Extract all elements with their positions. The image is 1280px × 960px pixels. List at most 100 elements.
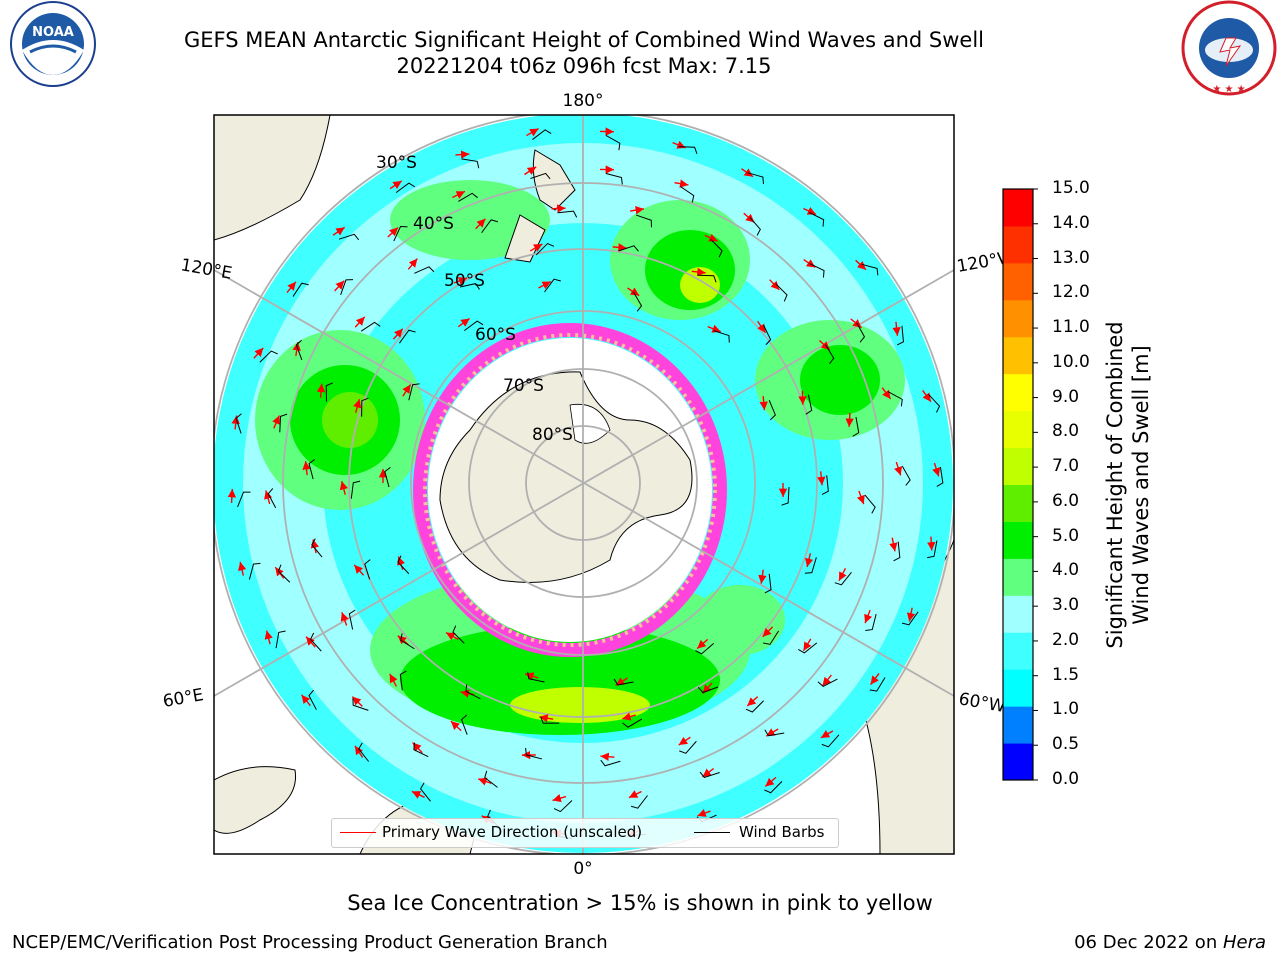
map-frame: [213, 114, 955, 855]
wind-barb: [481, 219, 499, 234]
lon-label-60w: 60°W: [957, 689, 1007, 717]
wind-barb: [699, 771, 720, 779]
wind-barb: [600, 759, 621, 767]
wave-direction-arrow: [389, 180, 403, 190]
wave-direction-arrow: [845, 412, 854, 427]
wind-barb: [464, 320, 484, 332]
colorbar-segment: [1003, 558, 1033, 596]
colorbar-segment: [1003, 373, 1033, 412]
wave-direction-arrow: [697, 809, 711, 817]
nws-stars-icon: ★ ★ ★: [1212, 84, 1245, 95]
colorbar-segment: [1003, 521, 1033, 559]
chart-subtitle: 20221204 t06z 096h fcst Max: 7.15: [396, 54, 772, 78]
wind-barb: [352, 698, 369, 711]
wind-barb: [635, 214, 653, 228]
wind-barb: [452, 625, 465, 644]
wave-direction-arrow: [539, 714, 554, 723]
wind-barb: [530, 172, 551, 180]
wind-barb: [395, 182, 416, 194]
wave-direction-arrow: [552, 794, 567, 803]
wave-direction-arrow: [803, 207, 817, 216]
wind-barb: [865, 613, 877, 631]
wind-barb: [459, 283, 480, 290]
colorbar-segment: [1003, 410, 1033, 449]
colorbar-segment: [1003, 632, 1033, 670]
wave-direction-arrow: [746, 696, 759, 707]
colorbar-tick-label: 10.0: [1052, 351, 1090, 372]
wind-barb: [713, 330, 730, 343]
wave-direction-arrow: [529, 243, 543, 252]
colorbar-segment: [1003, 299, 1033, 338]
footer-branch: NCEP/EMC/Verification Post Processing Pr…: [12, 932, 608, 953]
wind-barb: [605, 134, 621, 151]
wind-barb: [348, 609, 356, 630]
wind-barb: [350, 480, 361, 499]
wind-barb: [308, 689, 317, 710]
lon-label-180: 180°: [563, 91, 604, 111]
wind-barb: [461, 158, 480, 169]
footer-date-text: 06 Dec 2022 on: [1074, 932, 1223, 953]
wind-barb: [465, 684, 481, 700]
noaa-logo-text: NOAA: [32, 25, 74, 40]
lat-label-70s: 70°S: [503, 376, 544, 396]
wave-direction-arrow: [316, 383, 326, 398]
wind-barb: [399, 670, 407, 691]
wind-barb: [618, 245, 639, 252]
wave-direction-arrow: [759, 396, 768, 411]
wind-barb: [902, 611, 919, 626]
wind-barb: [928, 394, 941, 413]
wind-barb: [749, 216, 761, 236]
wind-barb: [308, 459, 316, 480]
wind-barb: [805, 394, 813, 415]
wave-direction-arrow: [402, 384, 412, 397]
wave-direction-arrow: [892, 321, 901, 336]
noaa-logo: NOAA: [10, 1, 96, 87]
colorbar-tick-label: 11.0: [1052, 317, 1090, 338]
wave-direction-arrow: [922, 390, 932, 403]
wave-direction-arrow: [354, 745, 364, 758]
colorbar: [1003, 188, 1038, 781]
wind-barb: [605, 172, 623, 185]
wind-barb: [460, 714, 468, 735]
colorbar-segment: [1003, 225, 1033, 264]
colorbar-tick-label: 6.0: [1052, 490, 1080, 511]
wind-barb: [360, 321, 381, 332]
wind-barb: [622, 718, 643, 728]
wind-barb: [279, 413, 288, 433]
graticule: [214, 115, 954, 854]
wave-direction-arrow: [526, 128, 539, 137]
lon-label-60e: 60°E: [161, 685, 205, 712]
wind-barb: [856, 322, 866, 343]
colorbar-segment: [1003, 336, 1033, 375]
wind-barb: [398, 329, 416, 344]
wave-direction-arrow: [691, 267, 706, 277]
wind-barb: [397, 555, 410, 575]
colorbar-tick-label: 13.0: [1052, 247, 1090, 268]
wind-barb: [275, 630, 286, 649]
wave-direction-arrow: [334, 280, 345, 292]
wind-barb: [852, 416, 860, 437]
wind-barb: [235, 413, 242, 434]
nws-logo: ★ ★ ★: [1181, 0, 1277, 96]
wind-barb: [817, 678, 838, 688]
wind-barb: [532, 129, 552, 140]
wave-direction-arrow: [856, 490, 865, 505]
wind-barb: [292, 282, 309, 297]
wind-barb: [821, 734, 840, 748]
wave-legend-line: [340, 832, 376, 833]
lon-label-0: 0°: [573, 859, 592, 879]
wind-barb: [809, 212, 825, 227]
wave-direction-arrow: [286, 281, 297, 293]
wave-direction-arrow: [622, 712, 636, 721]
wind-barb: [553, 800, 573, 813]
colorbar-tick-label: 2.0: [1052, 629, 1080, 650]
wind-barb: [400, 633, 415, 650]
wave-direction-arrow: [450, 720, 462, 732]
wind-barb: [710, 238, 723, 258]
wave-direction-arrow: [445, 632, 459, 641]
wind-barb: [747, 172, 765, 185]
wave-direction-arrow: [906, 607, 916, 622]
wave-direction-arrow: [407, 258, 418, 270]
wave-direction-arrow: [387, 226, 399, 238]
